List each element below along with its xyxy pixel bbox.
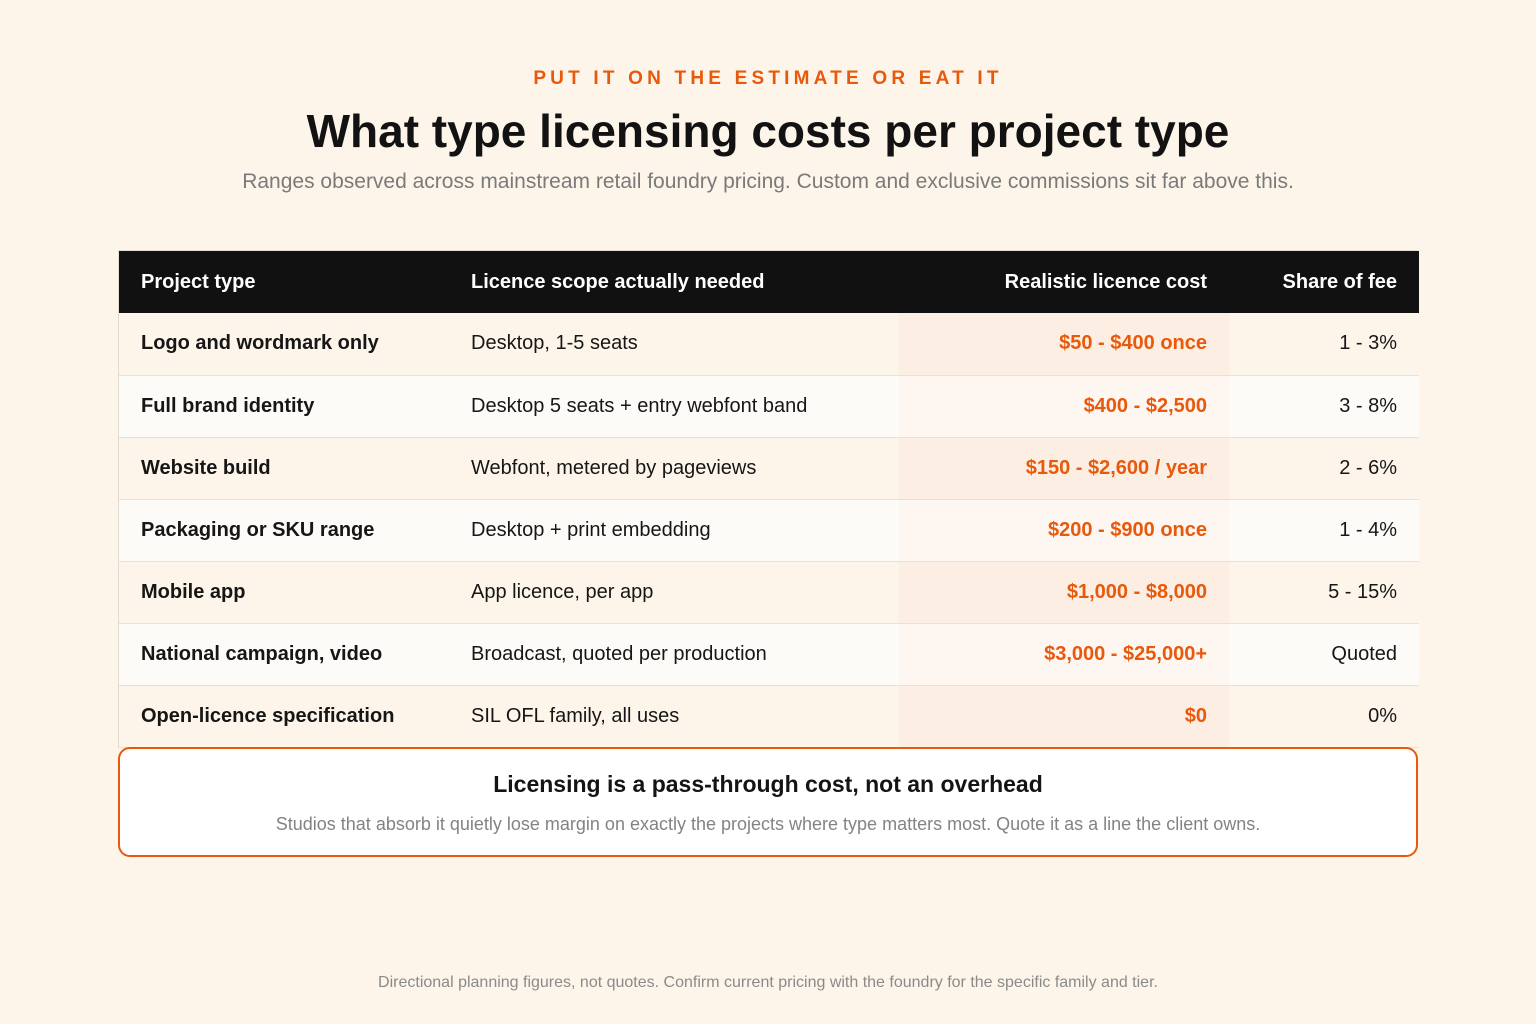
scope-cell: Desktop, 1-5 seats <box>471 332 638 355</box>
table-row: Website build Webfont, metered by pagevi… <box>119 437 1419 499</box>
column-header-scope: Licence scope actually needed <box>471 270 765 293</box>
project-type-cell: Mobile app <box>141 580 246 603</box>
share-cell: 1 - 3% <box>1339 332 1397 355</box>
table-row: Logo and wordmark only Desktop, 1-5 seat… <box>119 313 1419 375</box>
pricing-table-container: Project type Licence scope actually need… <box>118 250 1419 748</box>
cost-cell: $200 - $900 once <box>899 499 1229 561</box>
cost-cell: $3,000 - $25,000+ <box>899 623 1229 685</box>
scope-cell: Desktop + print embedding <box>471 518 711 541</box>
callout-title: Licensing is a pass-through cost, not an… <box>493 771 1043 797</box>
eyebrow-label: PUT IT ON THE ESTIMATE OR EAT IT <box>533 68 1003 89</box>
callout-box: Licensing is a pass-through cost, not an… <box>118 747 1418 857</box>
share-cell: 1 - 4% <box>1339 518 1397 541</box>
pricing-table: Project type Licence scope actually need… <box>119 251 1419 748</box>
table-row: Mobile app App licence, per app $1,000 -… <box>119 561 1419 623</box>
cost-cell: $1,000 - $8,000 <box>899 561 1229 623</box>
page-subtitle: Ranges observed across mainstream retail… <box>242 170 1294 193</box>
project-type-cell: National campaign, video <box>141 642 383 665</box>
scope-cell: Webfont, metered by pageviews <box>471 456 757 479</box>
scope-cell: Desktop 5 seats + entry webfont band <box>471 394 808 417</box>
share-cell: 0% <box>1368 704 1397 727</box>
scope-cell: App licence, per app <box>471 580 654 603</box>
project-type-cell: Logo and wordmark only <box>141 332 379 355</box>
scope-cell: Broadcast, quoted per production <box>471 642 767 665</box>
table-row: Packaging or SKU range Desktop + print e… <box>119 499 1419 561</box>
callout-body: Studios that absorb it quietly lose marg… <box>275 814 1261 834</box>
cost-cell: $150 - $2,600 / year <box>899 437 1229 499</box>
column-header-share: Share of fee <box>1282 270 1397 293</box>
share-cell: Quoted <box>1331 642 1397 665</box>
share-cell: 3 - 8% <box>1339 394 1397 417</box>
share-cell: 2 - 6% <box>1339 456 1397 479</box>
share-cell: 5 - 15% <box>1328 580 1397 603</box>
column-header-project-type: Project type <box>141 270 256 293</box>
cost-cell: $400 - $2,500 <box>899 375 1229 437</box>
page-title: What type licensing costs per project ty… <box>306 105 1230 157</box>
cost-cell: $50 - $400 once <box>899 313 1229 375</box>
project-type-cell: Full brand identity <box>141 394 315 417</box>
project-type-cell: Open-licence specification <box>141 704 395 727</box>
footnote: Directional planning figures, not quotes… <box>378 974 1158 991</box>
project-type-cell: Packaging or SKU range <box>141 518 375 541</box>
table-row: National campaign, video Broadcast, quot… <box>119 623 1419 685</box>
cost-cell: $0 <box>899 685 1229 747</box>
project-type-cell: Website build <box>141 456 271 479</box>
table-row: Full brand identity Desktop 5 seats + en… <box>119 375 1419 437</box>
scope-cell: SIL OFL family, all uses <box>471 704 680 727</box>
table-header-row: Project type Licence scope actually need… <box>119 251 1419 313</box>
table-row: Open-licence specification SIL OFL famil… <box>119 685 1419 747</box>
column-header-cost: Realistic licence cost <box>1004 270 1207 293</box>
